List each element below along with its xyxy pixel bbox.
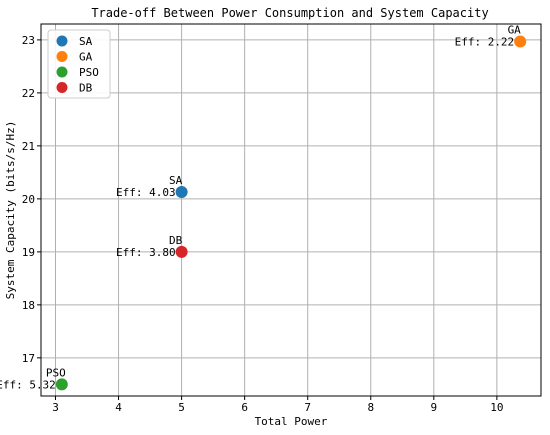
x-tick-label: 10 <box>490 401 503 414</box>
legend: SA GA PSO DB <box>47 29 111 99</box>
y-tick-label: 17 <box>22 352 35 365</box>
y-tick-label: 22 <box>22 87 35 100</box>
legend-box <box>47 29 111 99</box>
x-tick-label: 9 <box>430 401 437 414</box>
efficiency-label: Eff: 5.32 <box>0 378 56 391</box>
x-tick-label: 6 <box>241 401 248 414</box>
legend-entry: GA <box>79 51 93 64</box>
axis-ticks: 3 4 5 6 7 8 9 10 17 18 19 20 21 22 23 <box>22 34 504 414</box>
data-point-ga <box>514 35 527 48</box>
legend-marker <box>56 35 68 47</box>
grid <box>41 24 541 396</box>
chart-title: Trade-off Between Power Consumption and … <box>91 6 488 20</box>
efficiency-label: Eff: 4.03 <box>116 186 176 199</box>
point-name-label: PSO <box>46 366 66 379</box>
data-points <box>55 35 527 391</box>
point-name-label: SA <box>169 174 183 187</box>
efficiency-label: Eff: 3.80 <box>116 246 176 259</box>
x-tick-label: 3 <box>52 401 59 414</box>
data-point-db <box>175 245 188 258</box>
legend-entry: DB <box>79 82 93 95</box>
x-tick-label: 7 <box>304 401 311 414</box>
legend-marker <box>56 66 68 78</box>
y-tick-label: 23 <box>22 34 35 47</box>
point-name-label: GA <box>508 23 522 36</box>
legend-marker <box>56 51 68 62</box>
plot-frame <box>40 23 542 397</box>
y-tick-label: 20 <box>22 193 35 206</box>
x-tick-label: 4 <box>115 401 122 414</box>
point-name-label: DB <box>169 234 183 247</box>
legend-entry: PSO <box>79 66 99 79</box>
x-axis-label: Total Power <box>255 415 328 428</box>
data-point-pso <box>55 378 68 391</box>
legend-marker <box>56 82 68 93</box>
efficiency-label: Eff: 2.22 <box>455 35 515 48</box>
y-tick-label: 19 <box>22 246 35 259</box>
x-tick-label: 5 <box>178 401 185 414</box>
y-axis-label: System Capacity (bits/s/Hz) <box>4 121 17 300</box>
y-tick-label: 18 <box>22 299 35 312</box>
legend-entry: SA <box>79 35 93 48</box>
x-tick-label: 8 <box>367 401 374 414</box>
data-point-sa <box>175 185 188 198</box>
y-tick-label: 21 <box>22 140 35 153</box>
